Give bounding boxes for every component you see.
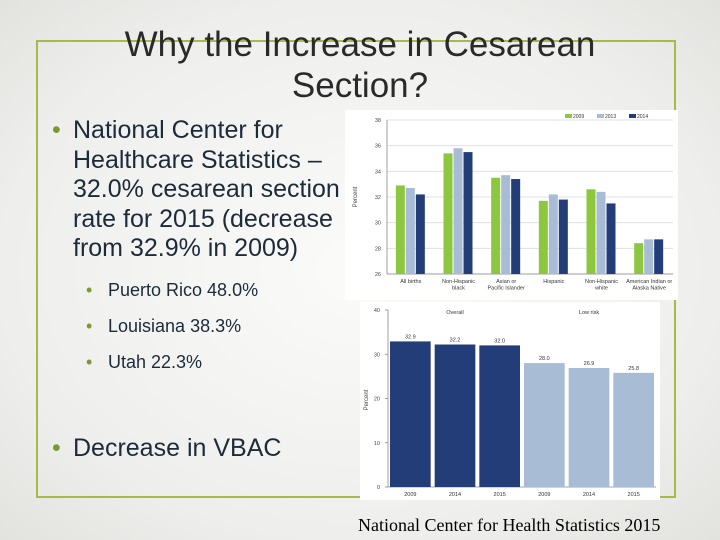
legend-label: 2013 <box>605 114 616 120</box>
y-tick-label: 30 <box>375 221 381 227</box>
x-tick-label: 2015 <box>494 492 506 498</box>
bar <box>405 188 415 274</box>
y-axis-label: Percent <box>353 186 359 207</box>
y-tick-label: 28 <box>375 246 381 252</box>
bar <box>644 239 654 274</box>
bar <box>443 153 453 274</box>
x-tick-label: All births <box>400 279 421 285</box>
y-tick-label: 38 <box>375 118 381 124</box>
x-tick-label: 2014 <box>583 492 595 498</box>
bar <box>390 341 431 487</box>
cesarean-by-race-chart: 26 28 30 32 34 36 38 Percent All births Non-Hispa… <box>345 110 678 300</box>
data-label: 28.0 <box>539 356 550 362</box>
sub-bullet-item: • Louisiana 38.3% <box>46 316 356 336</box>
chart-top-svg: 26 28 30 32 34 36 38 Percent All births Non-Hispa… <box>353 114 673 292</box>
y-tick-label: 30 <box>374 352 380 358</box>
x-tick-label: Alaska Native <box>632 286 666 292</box>
sub-bullet-text: Puerto Rico 48.0% <box>108 279 259 300</box>
y-tick-label: 0 <box>377 485 380 491</box>
bar <box>538 200 548 274</box>
x-tick-label: Hispanic <box>543 279 564 285</box>
bar <box>654 239 664 274</box>
bar <box>415 194 425 274</box>
bullet-glyph: • <box>52 434 61 462</box>
bullet-list: • National Center for Healthcare Statist… <box>46 116 356 372</box>
bar <box>479 345 520 487</box>
bar <box>491 177 501 274</box>
x-tick-label: Pacific Islander <box>488 286 525 292</box>
x-tick-label: Asian or <box>496 279 516 285</box>
source-credit: National Center for Health Statistics 20… <box>358 515 661 535</box>
x-tick-label: Non-Hispanic <box>585 279 618 285</box>
bar <box>568 367 610 487</box>
legend-label: 2014 <box>637 114 648 120</box>
bar <box>548 194 558 274</box>
bullet-text: National Center for Healthcare Statistic… <box>73 116 340 262</box>
bar <box>453 148 463 274</box>
title-line-1: Why the Increase in Cesarean <box>124 25 596 64</box>
y-tick-label: 36 <box>375 144 381 150</box>
sub-bullet-item: • Utah 22.3% <box>46 352 356 372</box>
group-label: Overall <box>446 310 463 316</box>
y-tick-label: 26 <box>375 272 381 278</box>
cesarean-by-year-chart: 0 10 20 30 40 Percent 32.9 2009 32.2 2014 32.0 2015… <box>360 302 660 500</box>
bar <box>606 203 616 274</box>
slide-title: Why the Increase in Cesarean Section? <box>60 24 660 106</box>
bullet-glyph: • <box>86 351 93 372</box>
bullet-item: • National Center for Healthcare Statist… <box>46 116 356 264</box>
sub-bullet-text: Louisiana 38.3% <box>108 315 242 336</box>
bar <box>524 363 565 487</box>
bar <box>634 243 644 274</box>
data-label: 32.9 <box>405 334 416 340</box>
legend-label: 2009 <box>573 114 584 120</box>
x-tick-label: American Indian or <box>626 279 672 285</box>
legend-swatch <box>629 114 636 118</box>
legend-swatch <box>565 114 572 118</box>
bullet-glyph: • <box>86 279 93 300</box>
bar <box>463 152 473 274</box>
bar <box>395 185 405 274</box>
x-tick-label: Non-Hispanic <box>442 279 475 285</box>
x-tick-label: white <box>594 286 608 292</box>
bullet-glyph: • <box>86 315 93 336</box>
x-tick-label: black <box>452 286 465 292</box>
bar <box>501 175 511 274</box>
legend-swatch <box>597 114 604 118</box>
data-label: 25.8 <box>628 366 639 372</box>
y-axis-label: Percent <box>364 389 370 410</box>
data-label: 26.9 <box>584 361 595 367</box>
title-line-2: Section? <box>291 66 429 105</box>
x-tick-label: 2009 <box>404 492 416 498</box>
bar <box>511 179 521 274</box>
bar <box>434 344 476 487</box>
x-tick-label: 2015 <box>628 492 640 498</box>
y-tick-label: 34 <box>375 169 381 175</box>
data-label: 32.0 <box>494 338 505 344</box>
bar <box>558 199 568 274</box>
bullet-text: Decrease in VBAC <box>73 434 282 462</box>
bar <box>596 191 606 274</box>
y-tick-label: 40 <box>374 308 380 314</box>
y-tick-label: 20 <box>374 397 380 403</box>
bullet-item-vbac: • Decrease in VBAC <box>46 433 281 463</box>
chart-bottom-svg: 0 10 20 30 40 Percent 32.9 2009 32.2 2014 32.0 2015… <box>364 308 656 498</box>
group-label: Low risk <box>579 310 599 316</box>
bar <box>586 189 596 274</box>
x-tick-label: 2009 <box>538 492 550 498</box>
sub-bullet-item: • Puerto Rico 48.0% <box>46 280 356 300</box>
data-label: 32.2 <box>450 338 461 344</box>
bullet-glyph: • <box>52 116 61 144</box>
sub-bullet-text: Utah 22.3% <box>108 351 203 372</box>
y-tick-label: 10 <box>374 441 380 447</box>
bar <box>613 372 654 487</box>
y-tick-label: 32 <box>375 195 381 201</box>
x-tick-label: 2014 <box>449 492 461 498</box>
